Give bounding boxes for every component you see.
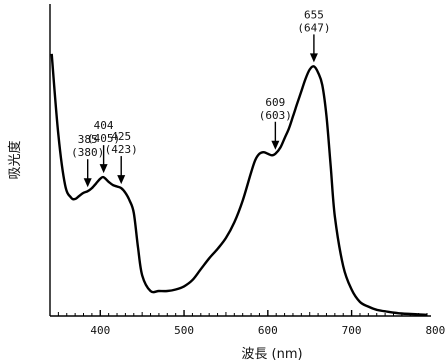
annotation-reference-wavelength: (423) [105,143,138,156]
annotation-arrowhead [117,175,126,185]
annotation-reference-wavelength: (647) [297,21,330,34]
spectrum-line [50,53,428,316]
annotation-wavelength: 404 [94,119,114,132]
x-tick-label: 400 [90,324,110,337]
x-tick-label: 800 [425,324,445,337]
annotation-wavelength: 385 [78,133,98,146]
annotation-arrowhead [271,140,280,150]
annotation-wavelength: 609 [265,96,285,109]
axes [49,4,431,317]
annotation-arrowhead [99,164,108,174]
y-axis-label: 吸光度 [7,140,23,179]
annotation-arrowhead [83,178,92,188]
x-tick-label: 700 [342,324,362,337]
annotation-wavelength: 425 [111,130,131,143]
annotation-reference-wavelength: (603) [259,109,292,122]
x-axis-ticks: 400 500 600 700 800 [57,310,445,337]
x-tick-label: 500 [174,324,194,337]
annotations: 385(380) 404(405)425(423) 609(603) 655(647) [71,8,330,188]
plot-area [50,53,428,316]
annotation-wavelength: 655 [304,8,324,21]
x-axis-label: 波長 (nm) [241,347,302,362]
annotation-arrowhead [309,53,318,63]
annotation-reference-wavelength: (405) [87,132,120,145]
x-tick-label: 600 [258,324,278,337]
annotation-reference-wavelength: (380) [71,146,104,159]
